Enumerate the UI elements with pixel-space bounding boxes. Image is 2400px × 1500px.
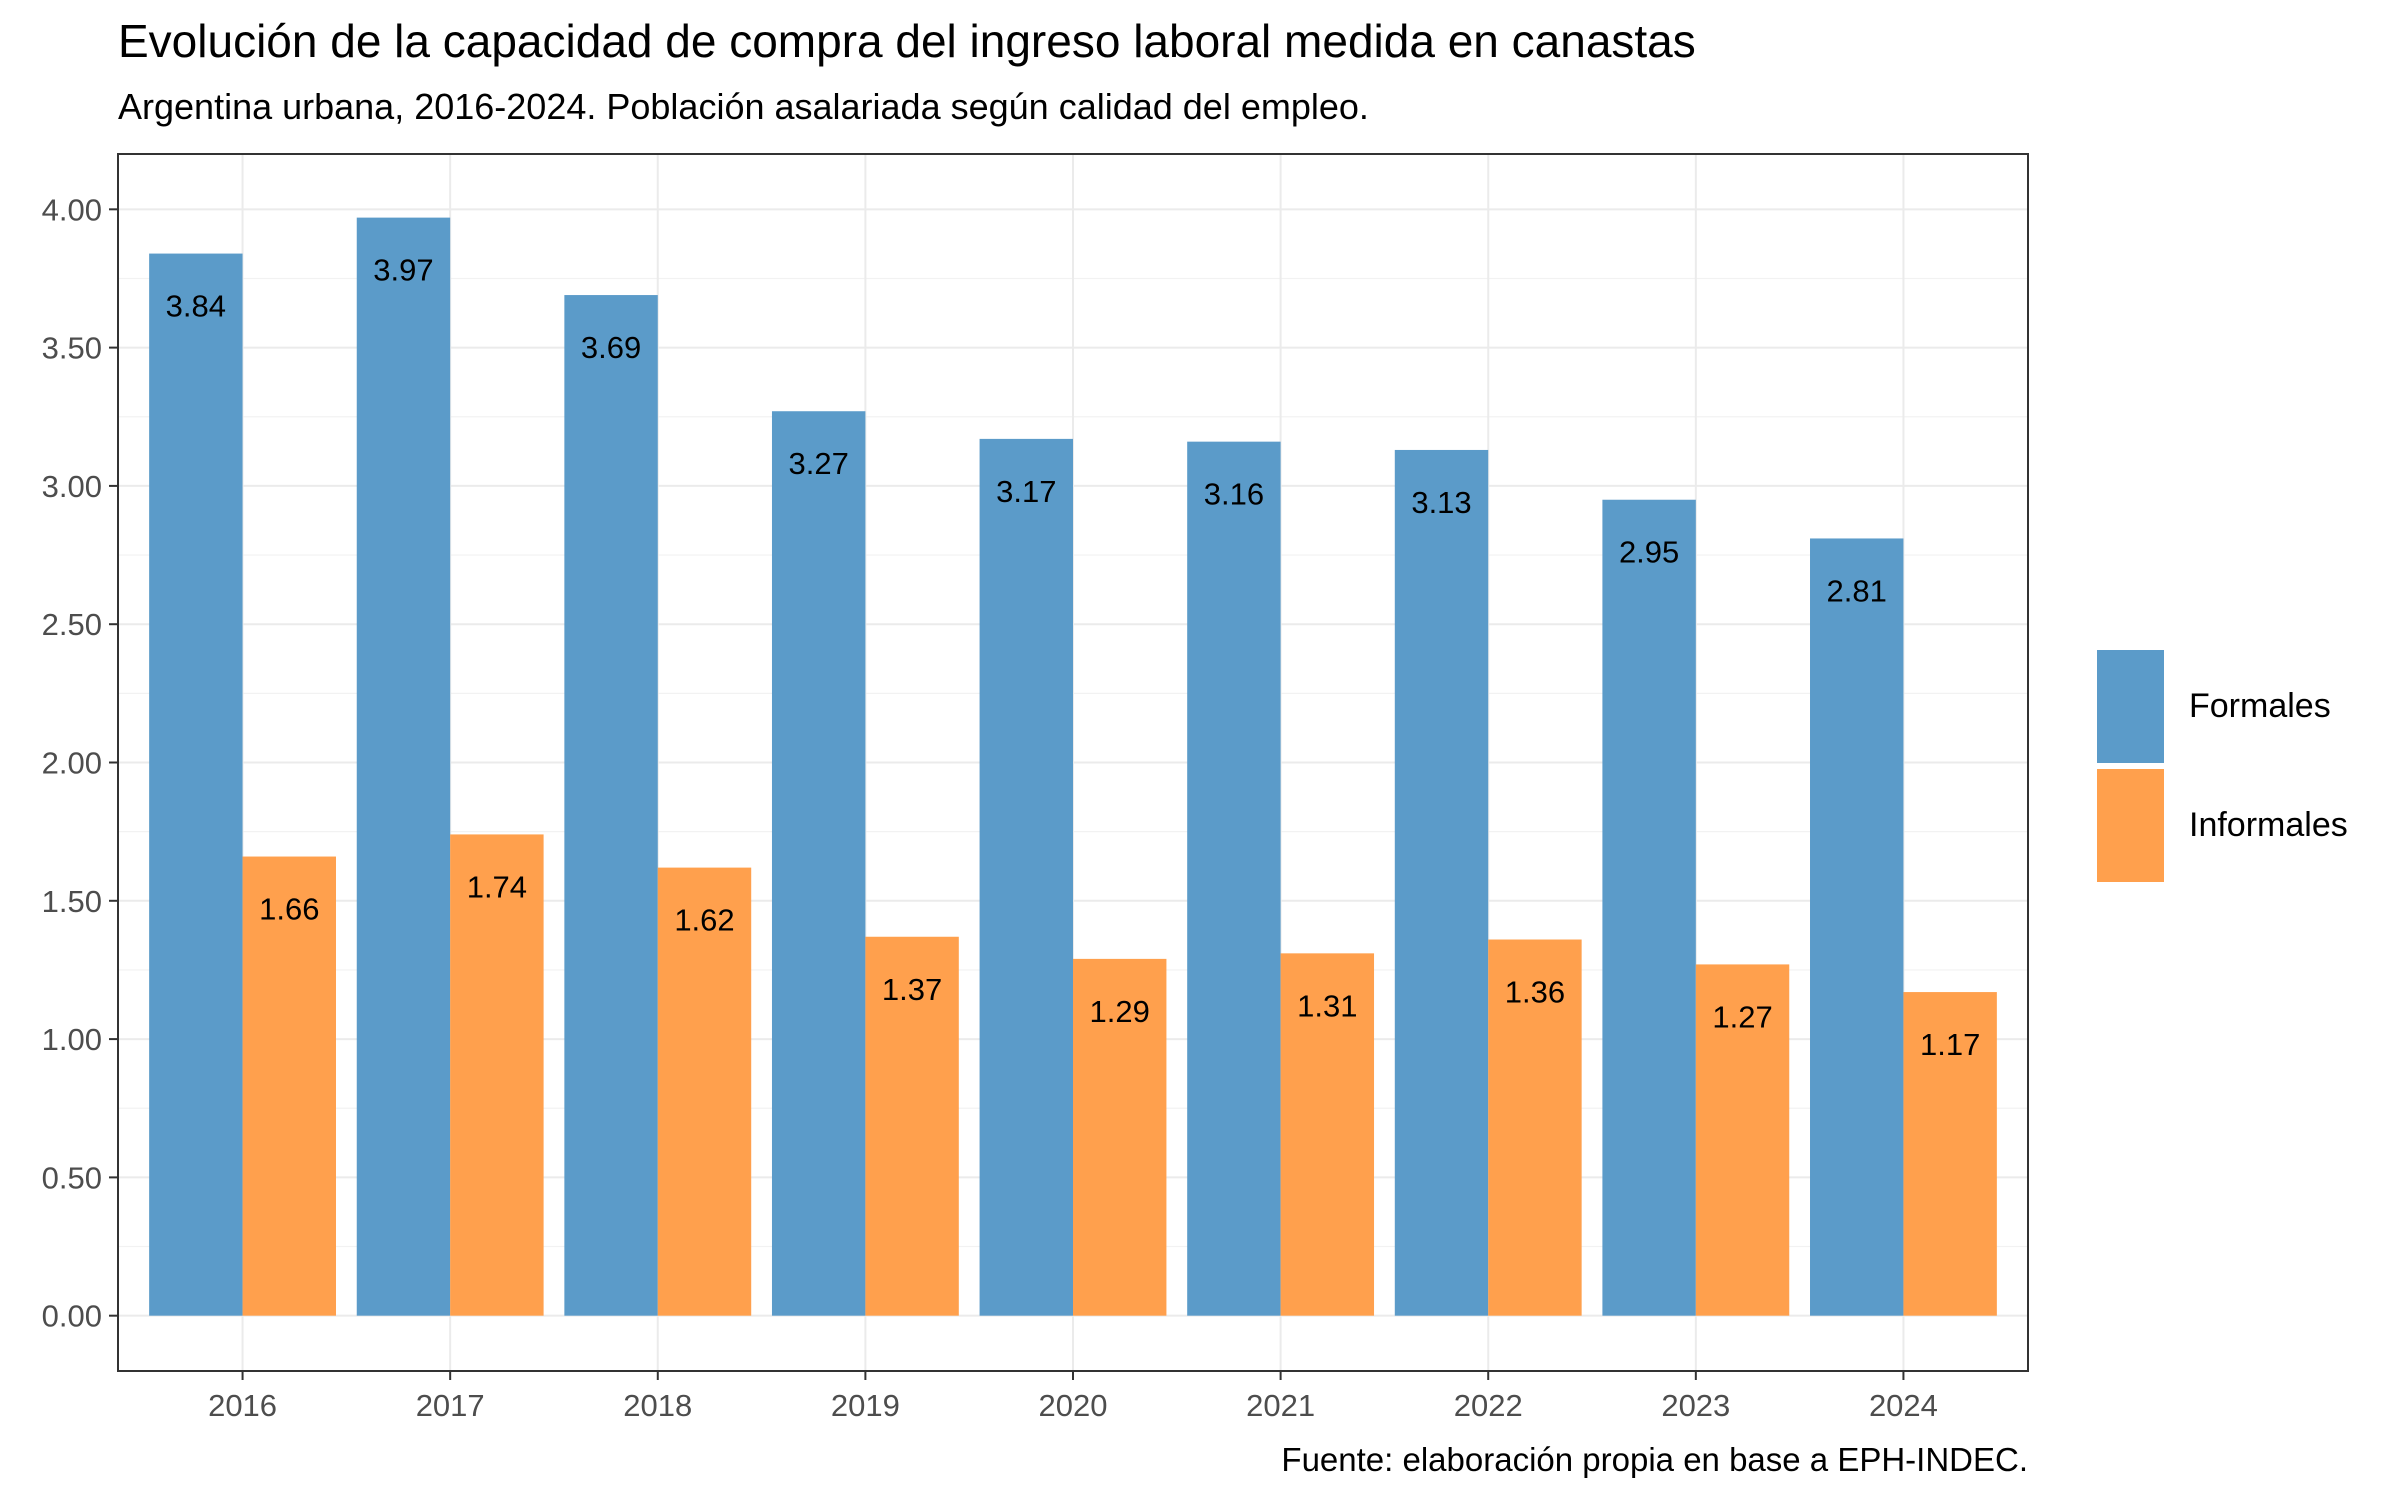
y-tick-label: 4.00 (42, 192, 102, 227)
data-label-formales: 3.16 (1204, 477, 1264, 512)
data-label-formales: 2.95 (1619, 535, 1679, 570)
bar-informales (450, 834, 544, 1316)
bar-informales (1695, 964, 1790, 1316)
legend-item-informales: Informales (2097, 766, 2348, 885)
data-label-formales: 3.69 (581, 330, 641, 365)
y-tick-label: 0.50 (42, 1160, 102, 1195)
y-tick-label: 3.50 (42, 331, 102, 366)
x-tick-label: 2021 (1246, 1388, 1315, 1423)
legend-label-informales: Informales (2189, 806, 2348, 844)
bar-formales (1187, 441, 1281, 1316)
x-tick-label: 2022 (1454, 1388, 1523, 1423)
data-label-informales: 1.17 (1920, 1027, 1980, 1062)
bar-formales (1602, 499, 1696, 1316)
legend-key-informales (2097, 769, 2164, 882)
axes: 0.00 0.50 1.00 1.50 2.00 2.50 3.00 3.50 4.00 2016… (42, 192, 1938, 1423)
data-label-informales: 1.74 (467, 869, 527, 904)
bar-formales (1394, 449, 1489, 1316)
source-caption: Fuente: elaboración propia en base a EPH… (1281, 1441, 2028, 1478)
legend: Formales Informales (2097, 647, 2348, 885)
bar-formales (356, 217, 451, 1316)
x-tick-label: 2016 (208, 1388, 277, 1423)
bar-formales (979, 438, 1073, 1316)
data-label-formales: 3.27 (789, 446, 849, 481)
data-label-informales: 1.29 (1090, 994, 1150, 1029)
y-tick-label: 2.00 (42, 746, 102, 781)
bar-formales (149, 253, 243, 1316)
x-tick-label: 2019 (831, 1388, 900, 1423)
x-tick-label: 2020 (1039, 1388, 1108, 1423)
data-label-informales: 1.37 (882, 972, 942, 1007)
data-label-formales: 3.13 (1411, 485, 1471, 520)
legend-key-formales (2097, 650, 2164, 763)
data-label-formales: 3.97 (373, 253, 433, 288)
bar-informales (1280, 953, 1375, 1316)
legend-item-formales: Formales (2097, 647, 2348, 766)
data-label-formales: 3.84 (166, 289, 226, 324)
bar-informales (865, 936, 959, 1316)
bar-informales (1903, 992, 1997, 1316)
data-label-informales: 1.62 (674, 903, 734, 938)
data-label-informales: 1.36 (1505, 975, 1565, 1010)
y-tick-label: 3.00 (42, 469, 102, 504)
data-labels: 3.84 3.97 3.69 3.27 3.17 3.16 3.13 2.95 2.81 1.66… (166, 253, 1981, 1062)
y-tick-label: 0.00 (42, 1299, 102, 1334)
chart-title: Evolución de la capacidad de compra del … (118, 15, 1696, 67)
bar-formales (564, 295, 658, 1316)
y-tick-label: 2.50 (42, 607, 102, 642)
data-label-informales: 1.27 (1712, 999, 1772, 1034)
data-label-formales: 2.81 (1827, 573, 1887, 608)
x-tick-label: 2018 (623, 1388, 692, 1423)
y-tick-label: 1.50 (42, 884, 102, 919)
data-label-informales: 1.31 (1297, 988, 1357, 1023)
bar-formales (1810, 538, 1904, 1316)
x-tick-label: 2017 (416, 1388, 485, 1423)
bars (149, 217, 1997, 1316)
bar-informales (1488, 939, 1582, 1316)
chart-subtitle: Argentina urbana, 2016-2024. Población a… (118, 86, 1369, 127)
data-label-formales: 3.17 (996, 474, 1056, 509)
bar-informales (242, 856, 336, 1316)
x-tick-label: 2024 (1869, 1388, 1938, 1423)
x-tick-label: 2023 (1661, 1388, 1730, 1423)
bar-informales (1073, 958, 1167, 1316)
legend-label-formales: Formales (2189, 687, 2331, 725)
data-label-informales: 1.66 (259, 892, 319, 927)
bar-formales (771, 411, 866, 1316)
y-tick-label: 1.00 (42, 1022, 102, 1057)
bar-informales (657, 867, 752, 1316)
